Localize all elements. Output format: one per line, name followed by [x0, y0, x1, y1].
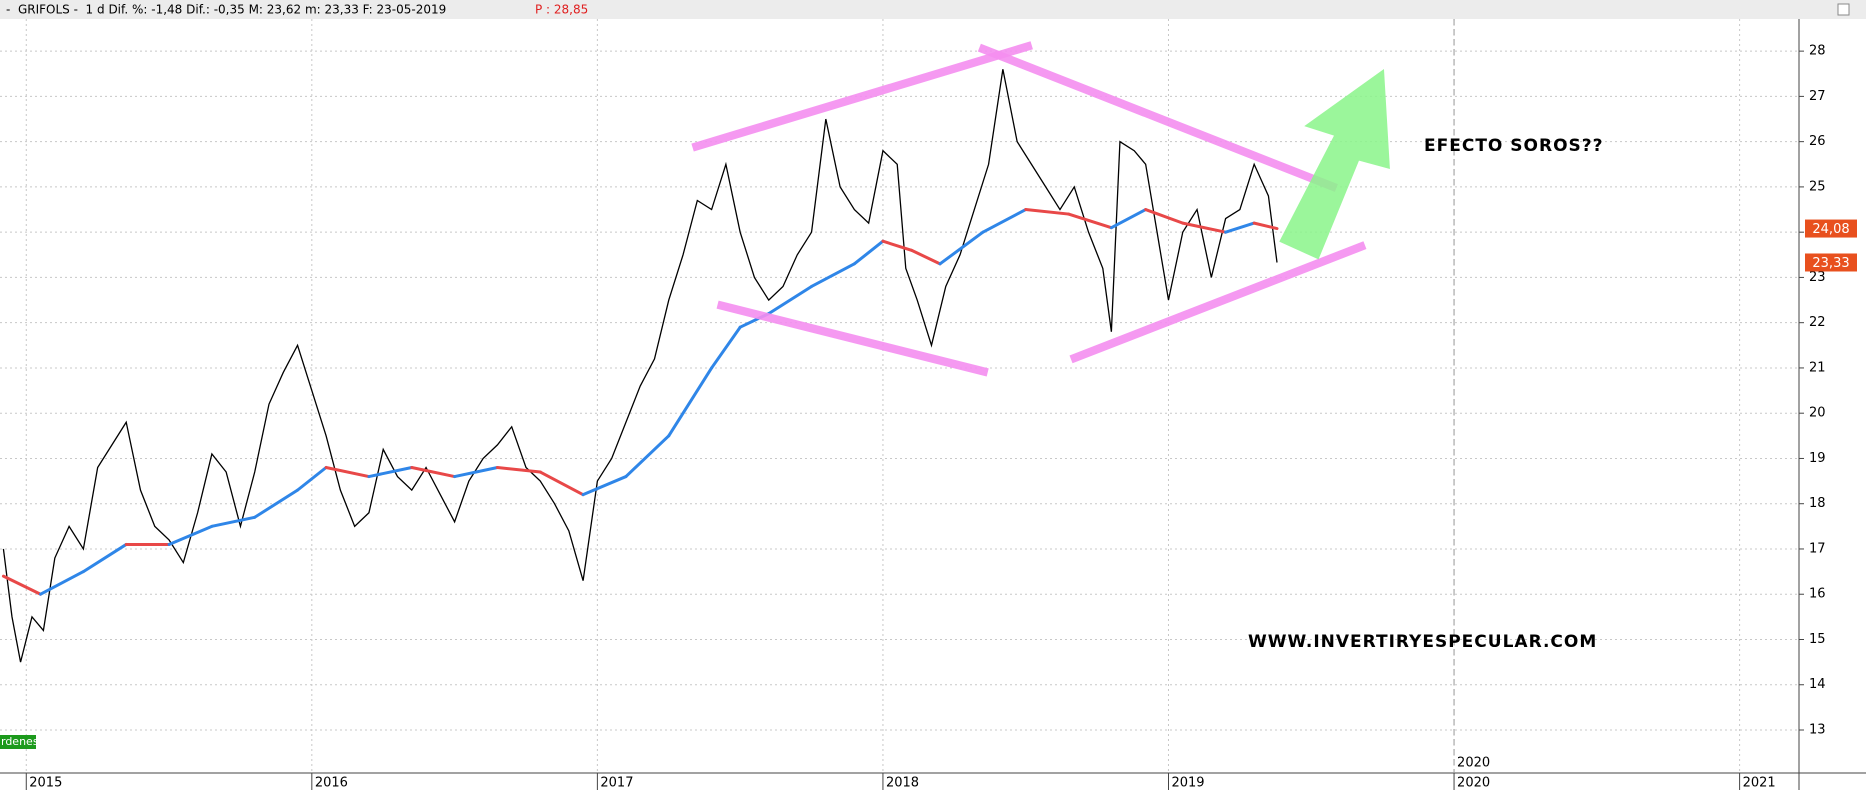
moving-average-segment [1109, 208, 1148, 230]
moving-average-segment [667, 366, 714, 438]
moving-average-segment [767, 284, 814, 316]
x-tick-label: 2019 [1171, 776, 1204, 790]
y-tick-label: 27 [1809, 89, 1826, 104]
price-tag-label: 24,08 [1812, 222, 1849, 237]
y-tick-label: 20 [1809, 406, 1826, 421]
trend-line [716, 300, 989, 377]
x-tick-label: 2021 [1743, 776, 1776, 790]
y-tick-label: 18 [1809, 496, 1826, 511]
moving-average-segment [938, 230, 985, 266]
y-tick-label: 17 [1809, 541, 1826, 556]
y-tick-label: 28 [1809, 44, 1826, 59]
marker-label: 2020 [1457, 756, 1490, 771]
y-tick-label: 19 [1809, 451, 1826, 466]
moving-average-segment [881, 239, 913, 252]
moving-average-segment [453, 466, 499, 479]
trend-line [977, 43, 1338, 192]
moving-average-segment [1181, 221, 1228, 234]
moving-average-segment [296, 466, 328, 492]
moving-average-segment [1224, 221, 1256, 234]
moving-average-segment [324, 466, 371, 479]
header-bar [0, 0, 1866, 19]
drawings [691, 41, 1390, 377]
moving-average-segment [810, 262, 856, 288]
x-tick-label: 2020 [1457, 776, 1490, 790]
moving-average-segment [210, 515, 257, 528]
moving-average-segment [909, 248, 942, 266]
y-tick-label: 23 [1809, 270, 1826, 285]
y-tick-label: 16 [1809, 587, 1826, 602]
moving-average-segment [367, 466, 414, 479]
moving-average-segment [1144, 208, 1185, 225]
x-tick-label: 2016 [315, 776, 348, 790]
price-tag-label: 23,33 [1812, 256, 1849, 271]
x-tick-label: 2018 [886, 776, 919, 790]
annotation: WWW.INVERTIRYESPECULAR.COM [1248, 632, 1597, 652]
y-tick-label: 22 [1809, 315, 1826, 330]
trend-line [691, 41, 1033, 152]
x-tick-label: 2017 [600, 776, 633, 790]
annotation: EFECTO SOROS?? [1424, 136, 1603, 156]
moving-average-segment [1, 574, 43, 596]
moving-average-segment [81, 542, 128, 574]
moving-average-segment [981, 208, 1028, 234]
y-tick-label: 26 [1809, 134, 1826, 149]
orders-label: rdenes [1, 735, 39, 748]
y-tick-label: 14 [1809, 677, 1826, 692]
window-button[interactable] [1837, 3, 1850, 16]
moving-average-segment [852, 239, 885, 266]
moving-average-segment [39, 570, 85, 596]
orders-button[interactable] [0, 735, 36, 749]
trend-line [1069, 241, 1367, 364]
price-tag [1805, 219, 1857, 238]
moving-average-segment [167, 524, 214, 546]
moving-average-segment [1067, 212, 1113, 230]
header-text: - GRIFOLS - 1 d Dif. %: -1,48 Dif.: -0,3… [6, 3, 446, 17]
price-tag [1805, 253, 1857, 272]
y-tick-label: 13 [1809, 723, 1826, 738]
moving-average-segment [410, 466, 457, 479]
moving-average-segment [581, 475, 628, 497]
moving-average-segment [1252, 221, 1279, 231]
moving-average-segment [710, 325, 742, 370]
y-tick-label: 25 [1809, 179, 1826, 194]
moving-average-segment [253, 488, 300, 519]
price-line [2, 69, 1278, 663]
header-price: P : 28,85 [535, 3, 588, 17]
y-tick-label: 21 [1809, 360, 1826, 375]
moving-average-segment [538, 470, 585, 497]
x-tick-label: 2015 [29, 776, 62, 790]
moving-average-segment [495, 466, 542, 474]
y-tick-label: 15 [1809, 632, 1826, 647]
moving-average-segment [624, 434, 671, 479]
arrow [1279, 69, 1390, 260]
moving-average-segment [1024, 208, 1071, 216]
